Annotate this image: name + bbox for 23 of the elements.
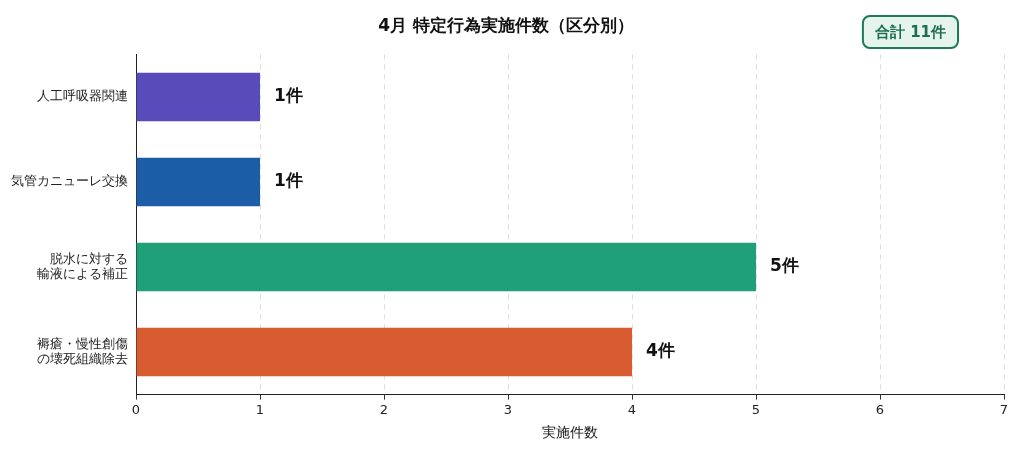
- y-tick-label: 褥瘡・慢性創傷の壊死組織除去: [37, 335, 128, 367]
- text: 合計 11件: [873, 22, 947, 41]
- x-tick-label: 5: [751, 401, 761, 417]
- data-label: 5件: [770, 255, 799, 276]
- chart-title: 4月 特定行為実施件数（区分別）: [378, 14, 634, 35]
- x-tick-label: 1: [255, 401, 265, 417]
- x-tick-label: 2: [379, 401, 389, 417]
- bar: [136, 242, 756, 292]
- bar: [136, 157, 260, 207]
- bar: [136, 72, 260, 122]
- x-tick-label: 7: [999, 401, 1009, 417]
- y-tick-label: 人工呼吸器関連: [37, 88, 128, 104]
- x-tick-label: 0: [131, 401, 141, 417]
- y-tick-label: 気管カニューレ交換: [11, 173, 128, 189]
- data-label: 1件: [274, 170, 303, 191]
- bar: [136, 327, 632, 377]
- x-tick-label: 4: [627, 401, 637, 417]
- data-label: 4件: [646, 340, 675, 361]
- data-label: 1件: [274, 85, 303, 106]
- y-tick-label: 脱水に対する輸液による補正: [37, 250, 128, 282]
- x-tick-label: 6: [875, 401, 885, 417]
- x-axis-title: 実施件数: [542, 424, 598, 441]
- x-tick-label: 3: [503, 401, 513, 417]
